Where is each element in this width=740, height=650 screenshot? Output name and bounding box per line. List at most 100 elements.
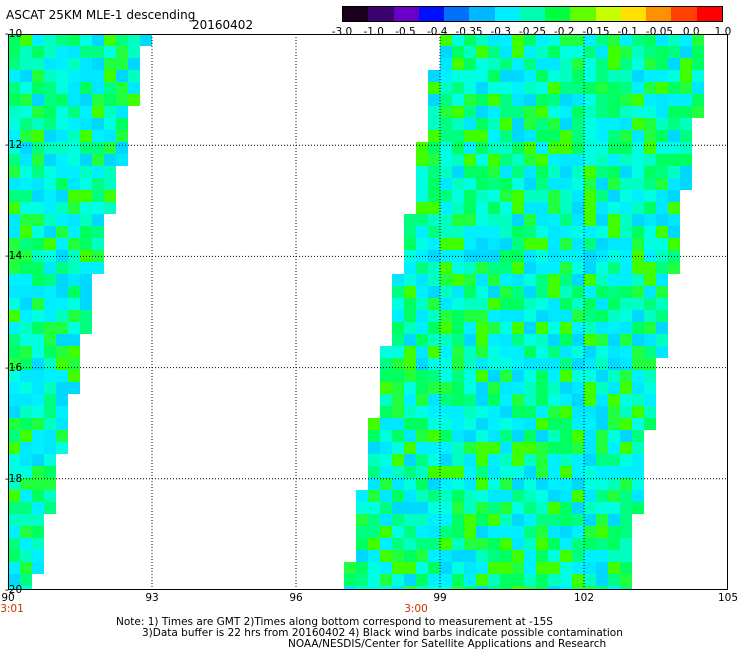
wind-cell <box>416 586 428 590</box>
wind-cell <box>20 454 32 466</box>
wind-cell <box>416 226 428 238</box>
wind-cell <box>32 274 44 286</box>
wind-cell <box>524 478 536 490</box>
wind-cell <box>500 382 512 394</box>
wind-cell <box>584 454 596 466</box>
wind-cell <box>80 82 92 94</box>
wind-cell <box>680 178 692 190</box>
wind-cell <box>512 70 524 82</box>
wind-cell <box>80 238 92 250</box>
wind-cell <box>512 310 524 322</box>
wind-cell <box>488 430 500 442</box>
wind-cell <box>524 334 536 346</box>
wind-cell <box>548 82 560 94</box>
wind-cell <box>32 478 44 490</box>
wind-cell <box>620 550 632 562</box>
wind-cell <box>536 406 548 418</box>
wind-cell <box>476 550 488 562</box>
wind-cell <box>524 586 536 590</box>
wind-cell <box>560 238 572 250</box>
wind-cell <box>44 466 56 478</box>
wind-cell <box>416 334 428 346</box>
wind-cell <box>428 94 440 106</box>
wind-cell <box>488 550 500 562</box>
wind-cell <box>632 118 644 130</box>
wind-cell <box>620 154 632 166</box>
wind-cell <box>452 286 464 298</box>
wind-cell <box>380 442 392 454</box>
wind-cell <box>500 82 512 94</box>
wind-cell <box>44 454 56 466</box>
wind-cell <box>632 154 644 166</box>
wind-cell <box>92 154 104 166</box>
wind-cell <box>572 406 584 418</box>
wind-cell <box>548 106 560 118</box>
wind-cell <box>584 526 596 538</box>
wind-cell <box>524 214 536 226</box>
wind-cell <box>512 178 524 190</box>
wind-cell <box>572 298 584 310</box>
wind-cell <box>524 202 536 214</box>
wind-cell <box>560 478 572 490</box>
wind-cell <box>512 46 524 58</box>
wind-cell <box>536 214 548 226</box>
wind-cell <box>584 538 596 550</box>
wind-cell <box>452 550 464 562</box>
wind-cell <box>500 178 512 190</box>
wind-cell <box>608 178 620 190</box>
wind-cell <box>512 394 524 406</box>
wind-cell <box>560 214 572 226</box>
wind-cell <box>560 46 572 58</box>
wind-cell <box>440 178 452 190</box>
wind-cell <box>392 514 404 526</box>
wind-cell <box>380 382 392 394</box>
wind-cell <box>524 142 536 154</box>
wind-cell <box>44 358 56 370</box>
wind-cell <box>572 358 584 370</box>
wind-cell <box>512 322 524 334</box>
wind-cell <box>440 322 452 334</box>
wind-cell <box>20 334 32 346</box>
wind-cell <box>380 418 392 430</box>
wind-cell <box>392 442 404 454</box>
wind-cell <box>548 214 560 226</box>
wind-cell <box>428 262 440 274</box>
wind-cell <box>548 298 560 310</box>
wind-cell <box>20 190 32 202</box>
wind-cell <box>596 310 608 322</box>
wind-cell <box>500 406 512 418</box>
wind-cell <box>572 490 584 502</box>
wind-cell <box>428 274 440 286</box>
wind-cell <box>596 58 608 70</box>
wind-cell <box>392 586 404 590</box>
wind-cell <box>500 322 512 334</box>
wind-cell <box>8 562 20 574</box>
wind-cell <box>440 406 452 418</box>
wind-cell <box>20 34 32 46</box>
wind-cell <box>548 502 560 514</box>
wind-cell <box>356 538 368 550</box>
wind-cell <box>464 346 476 358</box>
wind-cell <box>512 550 524 562</box>
wind-cell <box>476 526 488 538</box>
wind-cell <box>608 430 620 442</box>
wind-cell <box>116 130 128 142</box>
wind-cell <box>8 106 20 118</box>
wind-cell <box>416 262 428 274</box>
wind-cell <box>92 58 104 70</box>
wind-cell <box>440 166 452 178</box>
wind-cell <box>536 334 548 346</box>
wind-cell <box>548 274 560 286</box>
wind-cell <box>476 238 488 250</box>
wind-cell <box>452 178 464 190</box>
wind-cell <box>536 358 548 370</box>
wind-cell <box>560 142 572 154</box>
wind-cell <box>404 214 416 226</box>
wind-cell <box>524 82 536 94</box>
wind-cell <box>404 262 416 274</box>
wind-cell <box>44 346 56 358</box>
wind-cell <box>476 394 488 406</box>
wind-cell <box>536 130 548 142</box>
wind-cell <box>584 478 596 490</box>
wind-cell <box>632 70 644 82</box>
